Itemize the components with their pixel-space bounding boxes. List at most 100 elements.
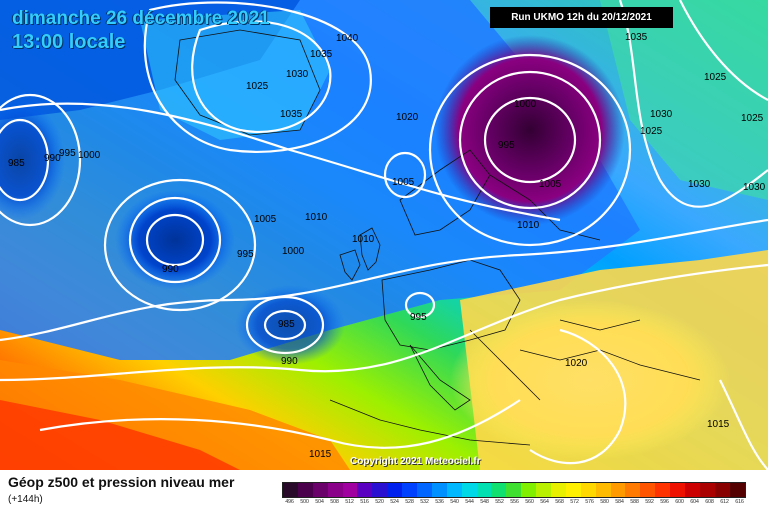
scale-value: 512 xyxy=(345,499,354,505)
scale-swatch xyxy=(670,483,686,497)
isobar-label: 1035 xyxy=(280,109,303,120)
isobar-label: 995 xyxy=(59,148,76,159)
scale-value: 592 xyxy=(645,499,654,505)
scale-value: 500 xyxy=(300,499,309,505)
isobar-label: 995 xyxy=(237,249,254,260)
copyright-text: Copyright 2021 Meteociel.fr xyxy=(350,456,481,467)
scale-swatch xyxy=(536,483,552,497)
scale-swatch xyxy=(357,483,373,497)
scale-value: 560 xyxy=(525,499,534,505)
scale-value: 508 xyxy=(330,499,339,505)
isobar-label: 990 xyxy=(162,264,179,275)
scale-swatch xyxy=(595,483,611,497)
scale-swatch xyxy=(699,483,715,497)
scale-value: 520 xyxy=(375,499,384,505)
scale-value: 608 xyxy=(705,499,714,505)
isobar-label: 1005 xyxy=(392,177,415,188)
scale-swatch xyxy=(342,483,358,497)
scale-value: 600 xyxy=(675,499,684,505)
scale-value: 612 xyxy=(720,499,729,505)
scale-swatch xyxy=(283,483,298,497)
scale-value: 540 xyxy=(450,499,459,505)
run-info-badge: Run UKMO 12h du 20/12/2021 xyxy=(490,7,673,28)
scale-value: 524 xyxy=(390,499,399,505)
isobar-label: 990 xyxy=(281,356,298,367)
isobar-label: 1030 xyxy=(286,69,309,80)
forecast-date: dimanche 26 décembre 2021 xyxy=(12,8,270,29)
scale-value: 616 xyxy=(735,499,744,505)
scale-value: 584 xyxy=(615,499,624,505)
scale-swatch xyxy=(625,483,641,497)
scale-swatch xyxy=(417,483,432,497)
scale-value: 504 xyxy=(315,499,324,505)
scale-value: 516 xyxy=(360,499,369,505)
scale-value: 580 xyxy=(600,499,609,505)
isobar-label: 1000 xyxy=(78,150,101,161)
scale-value: 536 xyxy=(435,499,444,505)
scale-value: 544 xyxy=(465,499,474,505)
isobar-label: 1025 xyxy=(741,113,764,124)
scale-swatch xyxy=(312,483,328,497)
isobar-label: 1035 xyxy=(625,32,648,43)
isobar-label: 1010 xyxy=(517,220,540,231)
isobar-label: 1025 xyxy=(704,72,727,83)
isobar-label: 1010 xyxy=(305,212,328,223)
scale-swatch xyxy=(714,483,730,497)
scale-swatch xyxy=(655,483,671,497)
scale-value: 552 xyxy=(495,499,504,505)
scale-swatch xyxy=(640,483,656,497)
isobar-label: 1020 xyxy=(396,112,419,123)
scale-swatch xyxy=(685,483,700,497)
scale-value: 576 xyxy=(585,499,594,505)
isobar-label: 1000 xyxy=(282,246,305,257)
scale-swatch xyxy=(461,483,477,497)
isobar-label: 985 xyxy=(278,319,295,330)
isobar-label: 1020 xyxy=(565,358,588,369)
scale-value: 556 xyxy=(510,499,519,505)
scale-swatch xyxy=(565,483,581,497)
scale-swatch xyxy=(476,483,492,497)
scale-value: 564 xyxy=(540,499,549,505)
isobar-label: 1015 xyxy=(707,419,730,430)
scale-value: 596 xyxy=(660,499,669,505)
isobar-label: 995 xyxy=(498,140,515,151)
forecast-time: 13:00 locale xyxy=(12,31,126,53)
isobar-label: 1025 xyxy=(640,126,663,137)
isobar-label: 985 xyxy=(8,158,25,169)
isobar-label: 1005 xyxy=(539,179,562,190)
scale-value: 572 xyxy=(570,499,579,505)
color-scale-labels: 496 500 504 508 512 516 520 524 528 532 536 540 544 5… xyxy=(282,499,747,505)
scale-value: 532 xyxy=(420,499,429,505)
isobar-label: 1025 xyxy=(246,81,269,92)
forecast-offset: (+144h) xyxy=(8,494,43,505)
scale-swatch xyxy=(729,483,745,497)
scale-swatch xyxy=(521,483,537,497)
scale-value: 548 xyxy=(480,499,489,505)
scale-swatch xyxy=(402,483,418,497)
isobar-label: 990 xyxy=(44,153,61,164)
scale-swatch xyxy=(327,483,343,497)
isobar-label: 1030 xyxy=(688,179,711,190)
scale-swatch xyxy=(372,483,388,497)
isobar-label: 1000 xyxy=(514,99,537,110)
scale-swatch xyxy=(610,483,626,497)
color-scale-bar xyxy=(282,482,746,498)
isobar-label: 1035 xyxy=(310,49,333,60)
isobar-labels: 1040 1035 1030 1025 1035 1035 1025 1030 … xyxy=(8,32,766,460)
isobar-label: 1010 xyxy=(352,234,375,245)
isobars xyxy=(0,0,768,470)
scale-value: 496 xyxy=(285,499,294,505)
isobar-label: 1030 xyxy=(650,109,673,120)
scale-value: 588 xyxy=(630,499,639,505)
isobar-label: 1005 xyxy=(254,214,277,225)
isobar-label: 1030 xyxy=(743,182,766,193)
pressure-map: 1040 1035 1030 1025 1035 1035 1025 1030 … xyxy=(0,0,768,470)
isobar-label: 995 xyxy=(410,312,427,323)
scale-swatch xyxy=(387,483,403,497)
scale-swatch xyxy=(580,483,596,497)
scale-value: 528 xyxy=(405,499,414,505)
scale-swatch xyxy=(446,483,462,497)
scale-swatch xyxy=(506,483,522,497)
scale-value: 604 xyxy=(690,499,699,505)
